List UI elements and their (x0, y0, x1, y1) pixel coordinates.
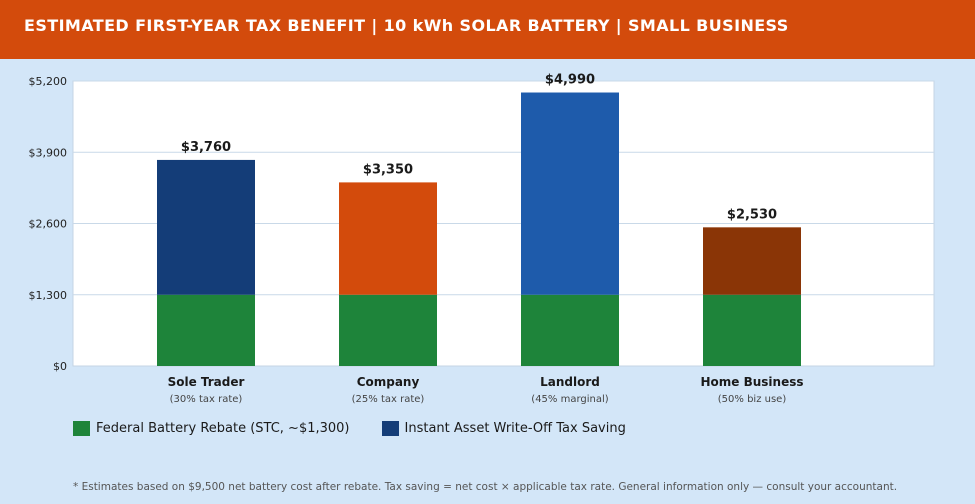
y-tick-label: $5,200 (29, 75, 68, 88)
y-tick-label: $2,600 (29, 218, 68, 231)
chart-title: ESTIMATED FIRST-YEAR TAX BENEFIT | 10 kW… (24, 16, 789, 35)
x-category-note: (50% biz use) (718, 394, 787, 405)
legend-item-rebate: Federal Battery Rebate (STC, ~$1,300) (73, 421, 350, 436)
bar-total-label: $3,760 (181, 140, 231, 155)
bar-total-label: $4,990 (545, 73, 595, 88)
legend-item-write-off: Instant Asset Write-Off Tax Saving (381, 421, 626, 436)
x-category-note: (45% marginal) (531, 394, 608, 405)
x-category-note: (25% tax rate) (352, 394, 425, 405)
bar-chart: $0 $1,300 $2,600 $3,900 $5,200 $3,760 Sole Tra… (29, 73, 935, 405)
bar-rebate (703, 294, 801, 366)
bar-rebate (157, 294, 255, 366)
bar-total-label: $3,350 (363, 162, 413, 177)
bar-total-label: $2,530 (727, 207, 777, 222)
x-category-note: (30% tax rate) (170, 394, 243, 405)
bar-rebate (339, 294, 437, 366)
legend-swatch-write-off (381, 421, 399, 436)
bar-write-off (703, 227, 801, 295)
legend: Federal Battery Rebate (STC, ~$1,300) In… (73, 421, 658, 436)
bar-write-off (339, 182, 437, 295)
y-tick-label: $3,900 (29, 146, 68, 159)
bar-write-off (157, 159, 255, 295)
x-category-label: Company (357, 375, 420, 389)
bar-write-off (521, 92, 619, 295)
legend-label-rebate: Federal Battery Rebate (STC, ~$1,300) (96, 421, 350, 436)
bar-rebate (521, 294, 619, 366)
x-category-label: Landlord (540, 375, 600, 389)
header-banner: ESTIMATED FIRST-YEAR TAX BENEFIT | 10 kW… (0, 0, 975, 59)
y-tick-label: $0 (53, 360, 67, 373)
x-category-label: Home Business (700, 375, 803, 389)
legend-label-write-off: Instant Asset Write-Off Tax Saving (404, 421, 626, 436)
legend-swatch-rebate (73, 421, 90, 436)
y-tick-label: $1,300 (29, 289, 68, 302)
footnote: * Estimates based on $9,500 net battery … (73, 481, 898, 493)
x-category-label: Sole Trader (168, 375, 245, 389)
